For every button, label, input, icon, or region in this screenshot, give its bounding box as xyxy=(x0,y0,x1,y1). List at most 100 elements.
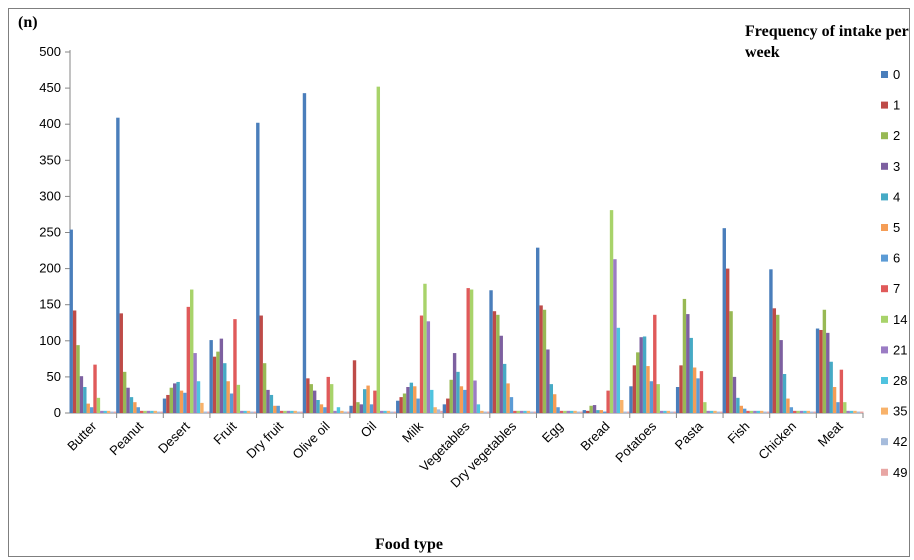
bar xyxy=(729,311,733,413)
bar xyxy=(393,411,398,413)
bar xyxy=(122,371,127,413)
bar xyxy=(526,410,531,413)
bar xyxy=(312,390,317,413)
x-tick-label: Meat xyxy=(815,418,846,449)
bar xyxy=(535,247,540,413)
legend-title: Frequency of intake per week xyxy=(745,23,909,61)
bar xyxy=(156,411,161,413)
bar xyxy=(793,410,797,413)
legend-swatch xyxy=(881,132,888,140)
bar xyxy=(846,410,850,413)
y-tick-label: 400 xyxy=(39,116,61,131)
bar xyxy=(223,363,227,413)
legend-entry: 0 xyxy=(893,67,900,82)
bar xyxy=(93,364,97,413)
bar xyxy=(826,332,830,413)
bar xyxy=(359,404,364,413)
bar xyxy=(589,405,593,413)
bar xyxy=(133,402,137,413)
bar xyxy=(316,400,320,413)
bar xyxy=(380,410,384,413)
bar xyxy=(573,410,577,413)
bar xyxy=(352,360,357,413)
bar xyxy=(656,384,660,413)
bar xyxy=(533,411,537,413)
bar xyxy=(609,210,614,413)
bar xyxy=(832,387,837,413)
bar xyxy=(582,410,587,413)
bar xyxy=(843,402,847,413)
bar xyxy=(193,353,197,413)
bar xyxy=(76,345,80,413)
bar xyxy=(580,411,584,413)
bar xyxy=(150,410,154,413)
bar xyxy=(166,394,170,413)
bar xyxy=(496,314,500,413)
bar xyxy=(173,383,177,413)
y-tick-label: 300 xyxy=(39,188,61,203)
bar xyxy=(569,410,574,413)
bar xyxy=(283,410,287,413)
bar xyxy=(559,410,564,413)
bar xyxy=(803,410,807,413)
x-tick-label: Pasta xyxy=(672,418,707,453)
bar xyxy=(519,410,524,413)
bar xyxy=(416,398,420,413)
bar xyxy=(746,410,750,413)
bar xyxy=(779,340,783,413)
bar xyxy=(262,363,267,413)
bar xyxy=(563,410,567,413)
bar xyxy=(86,403,90,413)
x-tick-label: Dry fruit xyxy=(243,418,286,461)
bar xyxy=(373,390,377,413)
legend-entry: 35 xyxy=(893,404,907,419)
x-tick-label: Olive oil xyxy=(289,418,332,461)
bar xyxy=(699,371,704,413)
bar xyxy=(556,407,560,413)
bar xyxy=(419,315,424,413)
y-tick-label: 200 xyxy=(39,261,61,276)
bar xyxy=(256,122,260,414)
bar xyxy=(240,410,244,413)
bar xyxy=(203,411,208,413)
bar xyxy=(822,309,827,413)
bar xyxy=(226,381,230,413)
bar xyxy=(839,369,844,413)
bar xyxy=(343,411,347,413)
bar xyxy=(259,315,263,413)
bar xyxy=(509,397,514,413)
bar xyxy=(483,411,487,413)
bar xyxy=(376,86,381,413)
bar xyxy=(489,290,493,413)
bar xyxy=(336,407,341,413)
bar xyxy=(160,411,164,413)
bar xyxy=(269,394,274,413)
bar xyxy=(296,411,301,413)
bar xyxy=(103,410,107,413)
bar xyxy=(463,389,467,413)
bar xyxy=(186,306,191,413)
chart-frame xyxy=(8,8,910,557)
bar xyxy=(190,289,194,413)
bar xyxy=(146,410,151,413)
x-tick-label: Bread xyxy=(577,419,612,454)
bar xyxy=(759,410,764,413)
bar xyxy=(786,398,790,413)
bar xyxy=(796,410,800,413)
bar xyxy=(675,387,680,413)
bar xyxy=(356,402,360,413)
legend-entry: 2 xyxy=(893,128,900,143)
bar xyxy=(516,410,520,413)
bar xyxy=(309,384,313,413)
bar xyxy=(126,387,130,413)
panel-label: (n) xyxy=(18,14,38,31)
bar xyxy=(300,411,304,413)
x-tick-label: Chicken xyxy=(755,419,799,463)
bar xyxy=(196,381,201,413)
bar xyxy=(736,397,740,413)
legend-entry: 21 xyxy=(893,342,907,357)
y-tick-label: 450 xyxy=(39,80,61,95)
y-tick-label: 500 xyxy=(39,44,61,59)
bar xyxy=(476,404,481,413)
